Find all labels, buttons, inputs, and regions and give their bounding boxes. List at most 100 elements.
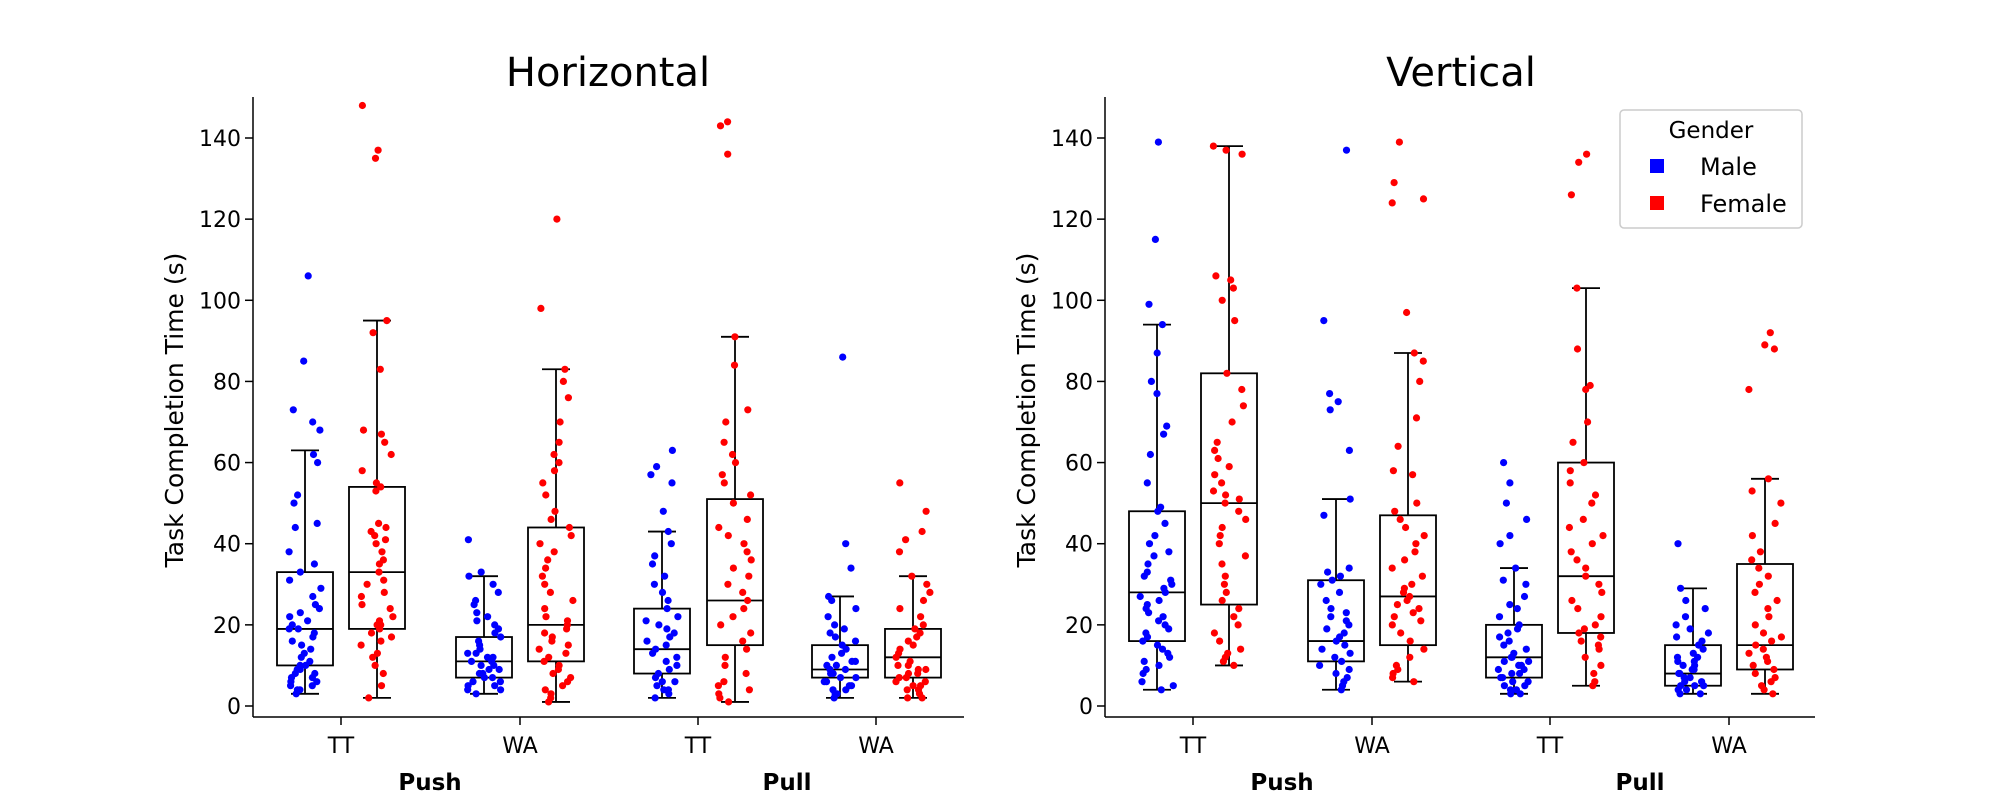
data-point [1751,588,1759,597]
data-point [1565,523,1573,532]
data-point [1496,540,1504,548]
data-point [541,686,549,694]
data-point [658,678,666,686]
data-point [1597,633,1605,641]
data-point [918,527,926,536]
data-point [1388,564,1396,572]
data-point [1242,515,1250,524]
data-point [1212,272,1220,280]
data-point [1140,657,1148,666]
data-point [847,564,855,572]
data-point [1225,463,1233,471]
data-point [372,487,380,495]
data-point [1771,674,1779,682]
data-point [1588,499,1596,507]
data-point [375,617,384,625]
data-point [1582,564,1590,572]
data-point [317,584,325,592]
data-point [1575,158,1583,166]
data-point [721,661,729,670]
data-point [556,418,564,426]
x-tick-label: WA [1711,734,1747,759]
data-point [1395,138,1403,146]
data-point [561,365,569,373]
data-point [895,674,903,682]
data-point [372,479,380,487]
data-point [743,645,751,653]
data-point [381,536,390,544]
data-point [477,568,485,576]
data-point [744,406,752,414]
data-point [1597,661,1605,670]
data-point [1597,613,1605,621]
data-point [304,272,312,280]
data-point [1590,669,1598,678]
data-point [720,438,728,446]
data-point [382,523,390,532]
data-point [541,629,549,637]
data-point [909,641,917,649]
data-point [917,682,925,690]
data-point [464,649,472,657]
box-pull-tt-female [1557,150,1615,690]
data-point [1777,499,1785,507]
box-iqr [1200,372,1258,606]
data-point [1163,422,1171,430]
data-point [372,540,380,548]
data-point [542,613,550,621]
data-point [1573,345,1582,353]
data-point [1673,633,1681,641]
data-point [1394,442,1402,450]
data-point [550,450,558,459]
data-point [731,333,739,341]
data-point [371,154,380,162]
box-pull-wa-female [1736,329,1794,698]
data-point [1159,613,1167,621]
data-point [380,588,388,597]
data-point [1146,450,1154,459]
data-point [1238,385,1246,394]
data-point [1231,317,1239,325]
box-pull-tt-male [633,446,691,702]
data-point [1420,532,1428,540]
data-point [387,450,395,459]
data-point [307,645,315,653]
data-point [1165,548,1173,556]
data-point [1411,548,1419,556]
box-iqr [884,628,942,679]
data-point [668,446,677,454]
data-point [1569,438,1577,446]
data-point [309,450,318,459]
data-point [464,536,472,544]
data-point [496,678,504,686]
data-point [562,649,570,657]
x-tick-label: TT [1179,734,1207,759]
data-point [1413,499,1421,507]
data-point [377,430,385,438]
data-point [1410,349,1418,357]
data-point [1764,605,1772,613]
data-point [1673,653,1682,661]
data-point [1745,649,1753,657]
legend-marker-male [1650,159,1664,173]
data-point [1155,596,1163,605]
data-point [1227,276,1235,284]
data-point [465,572,473,580]
data-point [729,564,738,572]
data-point [377,637,385,645]
data-point [1221,572,1229,580]
data-point [1335,588,1344,597]
data-point [375,568,383,576]
data-point [922,507,930,515]
data-point [1320,511,1328,519]
data-point [541,580,549,588]
data-point [1745,385,1753,394]
y-tick-label: 80 [1065,370,1093,395]
data-point [1579,515,1587,524]
data-point [715,523,723,532]
data-point [1345,665,1353,674]
data-point [1221,499,1229,507]
data-point [1342,617,1350,625]
data-point [904,637,912,645]
